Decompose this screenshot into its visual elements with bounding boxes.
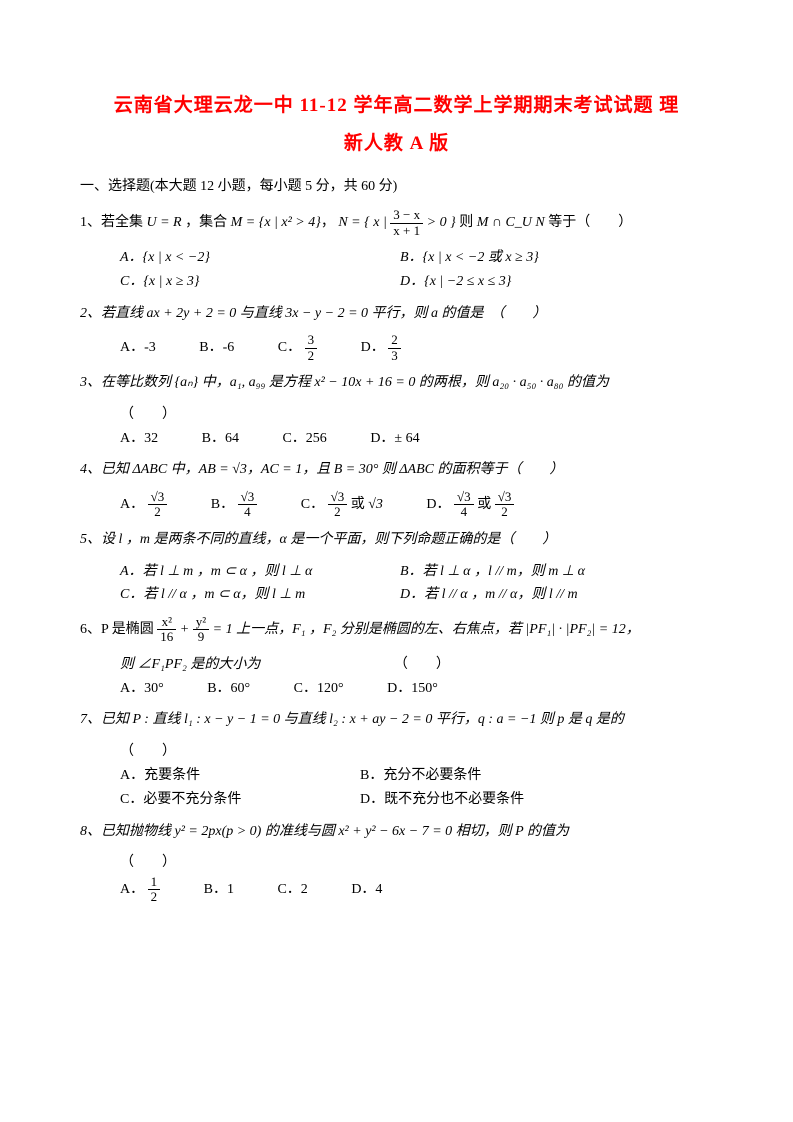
q6-blank: （ ） bbox=[394, 657, 450, 672]
page-title-line2: 新人教 A 版 bbox=[80, 128, 713, 160]
q7-optC: C．必要不充分条件 bbox=[120, 788, 320, 812]
q8-optD: D．4 bbox=[351, 878, 382, 902]
q4-optD: D． √34 或 √32 bbox=[426, 490, 514, 520]
q1-M: M = {x | x² > 4} bbox=[231, 215, 321, 230]
q6-line2: 则 ∠F₁PF₂ 是的大小为 （ ） bbox=[80, 653, 713, 677]
section-1-header: 一、选择题(本大题 12 小题，每小题 5 分，共 60 分) bbox=[80, 175, 713, 199]
q2-optA: A．-3 bbox=[120, 336, 156, 360]
q2-optD: D． 2 3 bbox=[361, 333, 401, 363]
q5-optD: D．若 l // α ，m // α，则 l // m bbox=[400, 583, 578, 607]
q7-optB: B．充分不必要条件 bbox=[360, 764, 481, 788]
q6-stem-a: 6、P 是椭圆 bbox=[80, 622, 154, 637]
q3-optC: C．256 bbox=[282, 427, 326, 451]
q2-optB: B．-6 bbox=[199, 336, 234, 360]
q7-optA: A．充要条件 bbox=[120, 764, 320, 788]
q7-blank: （ ） bbox=[80, 740, 713, 764]
q6-frac1: x² 16 bbox=[157, 615, 176, 645]
q8-blank: （ ） bbox=[80, 851, 713, 875]
q5-optA: A．若 l ⊥ m ，m ⊂ α ，则 l ⊥ α bbox=[120, 560, 400, 584]
q8-optC: C．2 bbox=[277, 878, 307, 902]
q8-stem: 8、已知抛物线 y² = 2px(p > 0) 的准线与圆 x² + y² − … bbox=[80, 824, 569, 839]
question-5: 5、设 l ，m 是两条不同的直线，α 是一个平面，则下列命题正确的是（ ） bbox=[80, 528, 713, 552]
q4-optB: B． √34 bbox=[211, 490, 257, 520]
q4-optC: C． √32 或 √3 bbox=[301, 490, 383, 520]
q6-optC: C．120° bbox=[294, 677, 344, 701]
q3-optD: D．± 64 bbox=[370, 427, 419, 451]
q6-stem-c: 则 ∠F₁PF₂ 是的大小为 bbox=[120, 657, 260, 672]
q2-stem: 2、若直线 ax + 2y + 2 = 0 与直线 3x − y − 2 = 0… bbox=[80, 306, 547, 321]
q5-optC: C．若 l // α ，m ⊂ α，则 l ⊥ m bbox=[120, 583, 400, 607]
q6-frac2: y² 9 bbox=[193, 615, 209, 645]
q6-plus: + bbox=[180, 622, 189, 637]
q2-optC: C． 3 2 bbox=[278, 333, 317, 363]
q1-U: U = R bbox=[147, 215, 182, 230]
q7-stem: 7、已知 P : 直线 l₁ : x − y − 1 = 0 与直线 l₂ : … bbox=[80, 712, 624, 727]
q5-options: A．若 l ⊥ m ，m ⊂ α ，则 l ⊥ α B．若 l ⊥ α ，l /… bbox=[80, 560, 713, 608]
q1-optD: D．{x | −2 ≤ x ≤ 3} bbox=[400, 270, 511, 294]
q1-N-num: 3 − x bbox=[390, 208, 423, 223]
exam-page: 云南省大理云龙一中 11-12 学年高二数学上学期期末考试试题 理 新人教 A … bbox=[0, 0, 793, 1122]
question-3: 3、在等比数列 {aₙ} 中，a₁, a₉₉ 是方程 x² − 10x + 16… bbox=[80, 371, 713, 395]
q1-optB: B．{x | x < −2 或 x ≥ 3} bbox=[400, 246, 539, 270]
q6-stem-b: = 1 上一点，F₁ ，F₂ 分别是椭圆的左、右焦点，若 |PF₁| · |PF… bbox=[213, 622, 640, 637]
q1-stem-b: ，集合 bbox=[185, 215, 227, 230]
q4-optA: A． √32 bbox=[120, 490, 167, 520]
q1-stem-d: 等于（ ） bbox=[548, 215, 632, 230]
q1-stem-c: 则 bbox=[459, 215, 473, 230]
q8-options: A． 12 B．1 C．2 D．4 bbox=[80, 875, 713, 905]
q3-optB: B．64 bbox=[202, 427, 239, 451]
q7-options: A．充要条件 B．充分不必要条件 C．必要不充分条件 D．既不充分也不必要条件 bbox=[80, 764, 713, 812]
q8-optA: A． 12 bbox=[120, 875, 160, 905]
q6-optA: A．30° bbox=[120, 677, 164, 701]
q2-options: A．-3 B．-6 C． 3 2 D． 2 3 bbox=[80, 333, 713, 363]
q6-optB: B．60° bbox=[207, 677, 250, 701]
q7-optD: D．既不充分也不必要条件 bbox=[360, 788, 524, 812]
question-6: 6、P 是椭圆 x² 16 + y² 9 = 1 上一点，F₁ ，F₂ 分别是椭… bbox=[80, 615, 713, 645]
q3-stem: 3、在等比数列 {aₙ} 中，a₁, a₉₉ 是方程 x² − 10x + 16… bbox=[80, 375, 609, 390]
q1-N-frac: 3 − x x + 1 bbox=[390, 208, 423, 238]
q1-stem-a: 1、若全集 bbox=[80, 215, 143, 230]
q6-options: A．30° B．60° C．120° D．150° bbox=[80, 677, 713, 701]
q1-N-right: > 0 } bbox=[427, 215, 456, 230]
q2-optD-label: D． bbox=[361, 340, 385, 355]
q1-N-den: x + 1 bbox=[390, 224, 423, 238]
q8-optB: B．1 bbox=[204, 878, 234, 902]
question-7: 7、已知 P : 直线 l₁ : x − y − 1 = 0 与直线 l₂ : … bbox=[80, 708, 713, 732]
q6-optD: D．150° bbox=[387, 677, 438, 701]
q3-blank: （ ） bbox=[80, 403, 713, 427]
question-4: 4、已知 ΔABC 中，AB = √3，AC = 1，且 B = 30° 则 Δ… bbox=[80, 458, 713, 482]
q1-options: A．{x | x < −2} B．{x | x < −2 或 x ≥ 3} C．… bbox=[80, 246, 713, 294]
q1-optA: A．{x | x < −2} bbox=[120, 246, 400, 270]
q5-stem: 5、设 l ，m 是两条不同的直线，α 是一个平面，则下列命题正确的是（ ） bbox=[80, 532, 556, 547]
q3-optA: A．32 bbox=[120, 427, 158, 451]
q3-options: A．32 B．64 C．256 D．± 64 bbox=[80, 427, 713, 451]
q1-target: M ∩ C_U N bbox=[477, 215, 545, 230]
q1-optC: C．{x | x ≥ 3} bbox=[120, 270, 400, 294]
q2-optC-frac: 3 2 bbox=[305, 333, 318, 363]
question-2: 2、若直线 ax + 2y + 2 = 0 与直线 3x − y − 2 = 0… bbox=[80, 302, 713, 326]
q5-optB: B．若 l ⊥ α ，l // m，则 m ⊥ α bbox=[400, 560, 585, 584]
question-8: 8、已知抛物线 y² = 2px(p > 0) 的准线与圆 x² + y² − … bbox=[80, 820, 713, 844]
q4-options: A． √32 B． √34 C． √32 或 √3 D． √34 或 √32 bbox=[80, 490, 713, 520]
page-title-line1: 云南省大理云龙一中 11-12 学年高二数学上学期期末考试试题 理 bbox=[80, 90, 713, 122]
q2-optC-label: C． bbox=[278, 340, 301, 355]
question-1: 1、若全集 U = R ，集合 M = {x | x² > 4}， N = { … bbox=[80, 208, 713, 238]
q1-N-left: N = { x | bbox=[338, 215, 386, 230]
q2-optD-frac: 2 3 bbox=[388, 333, 401, 363]
q4-stem: 4、已知 ΔABC 中，AB = √3，AC = 1，且 B = 30° 则 Δ… bbox=[80, 462, 563, 477]
